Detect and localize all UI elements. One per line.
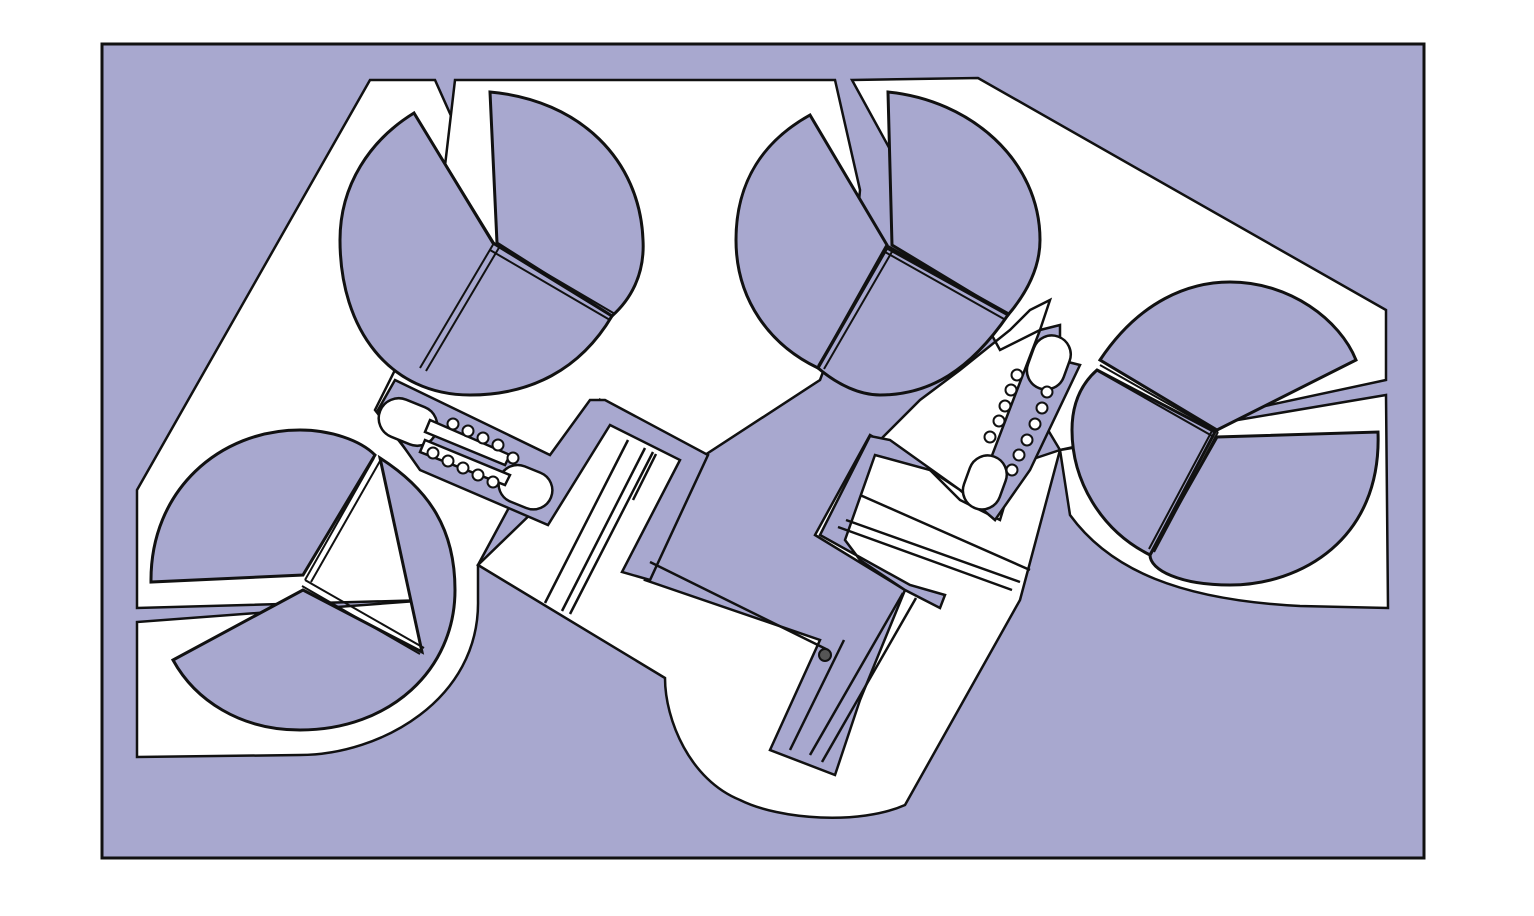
disc-left-top xyxy=(338,90,645,397)
disc-left-bottom xyxy=(149,428,457,732)
hole-row-4 xyxy=(1005,385,1054,477)
central-cutout-region xyxy=(475,398,1062,819)
left-pad-assembly xyxy=(376,378,710,582)
beams xyxy=(543,439,1031,763)
hole-row-1 xyxy=(446,417,520,465)
spokes xyxy=(301,112,1219,655)
hole-row-3 xyxy=(983,368,1024,444)
hole-row-2 xyxy=(426,446,500,489)
anchor-dot xyxy=(818,648,832,662)
right-pad-assembly xyxy=(818,323,1082,610)
disc-right-top xyxy=(734,90,1042,397)
